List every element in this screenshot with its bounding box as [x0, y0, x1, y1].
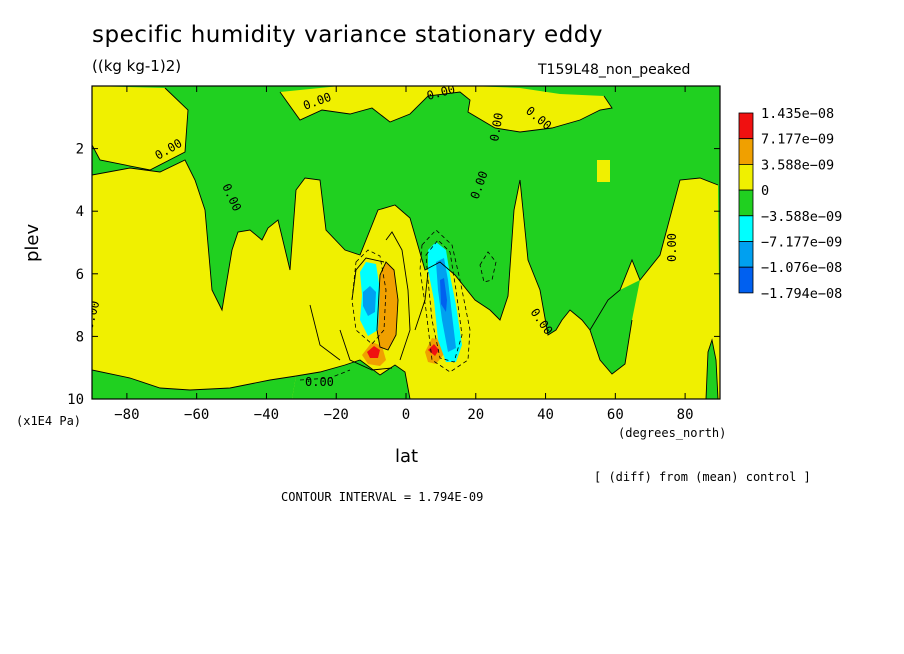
green-region-southern: [92, 370, 296, 399]
legend-level-label: 1.435e−08: [761, 106, 834, 122]
legend-level-label: 7.177e−09: [761, 132, 834, 148]
green-region-east-notch: [590, 280, 640, 374]
y-tick-label: 8: [76, 329, 84, 345]
legend-swatch: [738, 138, 754, 165]
y-tick-label: 10: [67, 392, 84, 408]
contour-interval: CONTOUR INTERVAL = 1.794E-09: [281, 490, 484, 504]
plot-area: 0.00 0.00 0.00 0.00 0.00 0.00 0.00 0.00 …: [81, 86, 720, 399]
legend-swatch: [738, 266, 754, 294]
legend-level-label: 0: [761, 183, 769, 199]
legend-level-label: 3.588e−09: [761, 157, 834, 173]
x-tick-label: 60: [607, 407, 624, 423]
blue-core-south: [363, 286, 376, 316]
yellow-spot-east: [597, 160, 610, 182]
yellow-region-west: [92, 86, 188, 170]
x-tick-label: −20: [324, 407, 349, 423]
chart-title: specific humidity variance stationary ed…: [92, 22, 604, 48]
dark-blue-core-north: [440, 278, 447, 312]
x-tick-label: −80: [114, 407, 139, 423]
x-tick-label: −40: [254, 407, 279, 423]
y-tick-label: 6: [76, 267, 84, 283]
x-tick-label: 20: [467, 407, 484, 423]
y-axis: 2 4 6 8 10: [67, 142, 720, 408]
x-tick-label: 40: [537, 407, 554, 423]
orange-band-south: [377, 262, 398, 350]
yellow-region-upper-mid: [280, 86, 612, 132]
legend: 1.435e−08 7.177e−09 3.588e−09 0 −3.588e−09 −7…: [738, 106, 842, 302]
legend-level-label: −1.794e−08: [761, 286, 842, 302]
contour-label: 0.00: [665, 233, 679, 262]
x-tick-label: 0: [402, 407, 410, 423]
legend-swatch: [738, 215, 754, 242]
diff-note: [ (diff) from (mean) control ]: [594, 470, 811, 484]
red-core-south: [367, 346, 380, 358]
contour-label: 0.00: [305, 375, 334, 389]
legend-swatch: [738, 189, 754, 217]
contour-label: 0.00: [487, 112, 506, 143]
x-tick-label: −60: [184, 407, 209, 423]
x-axis-unit: (degrees_north): [618, 426, 727, 440]
legend-level-label: −3.588e−09: [761, 209, 842, 225]
x-tick-label: 80: [677, 407, 694, 423]
contour-lines: [92, 87, 719, 399]
green-region-east-tongue: [706, 340, 718, 399]
legend-swatch: [738, 241, 754, 268]
run-label: T159L48_non_peaked: [538, 62, 691, 78]
y-tick-label: 2: [76, 142, 84, 158]
legend-swatch: [738, 163, 754, 191]
legend-level-label: −1.076e−08: [761, 260, 842, 276]
y-tick-label: 4: [76, 204, 84, 220]
chart-units: ((kg kg-1)2): [92, 57, 182, 75]
y-axis-unit: (x1E4 Pa): [16, 414, 82, 428]
x-axis: −80 −60 −40 −20 0 20 40 60 80: [114, 86, 694, 423]
contour-label: 0.00: [81, 299, 102, 331]
red-core-north: [428, 344, 439, 356]
legend-swatch: [738, 112, 754, 140]
dashed-contours: [299, 229, 497, 381]
legend-level-label: −7.177e−09: [761, 235, 842, 251]
x-axis-label: lat: [395, 446, 419, 467]
